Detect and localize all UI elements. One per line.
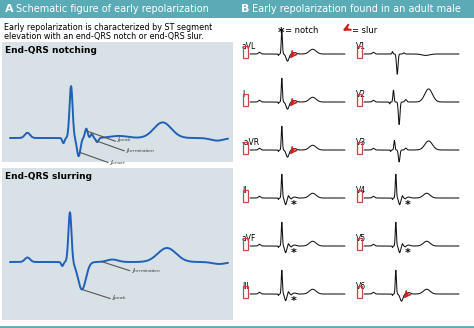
Bar xyxy=(357,238,362,250)
Text: = notch: = notch xyxy=(285,26,319,35)
Bar xyxy=(243,190,248,202)
Text: V5: V5 xyxy=(356,234,366,243)
Text: II: II xyxy=(242,186,246,195)
Text: -aVR: -aVR xyxy=(242,138,260,147)
Bar xyxy=(357,46,362,58)
Text: *: * xyxy=(405,199,411,210)
Text: *: * xyxy=(291,296,297,305)
Bar xyxy=(357,190,362,202)
Bar xyxy=(243,94,248,106)
Text: End-QRS notching: End-QRS notching xyxy=(5,46,97,55)
Text: Early repolarization found in an adult male: Early repolarization found in an adult m… xyxy=(252,4,461,14)
Bar xyxy=(2,42,233,162)
Text: $J_{onset}$: $J_{onset}$ xyxy=(109,158,126,167)
Text: $J_{peak}$: $J_{peak}$ xyxy=(111,293,127,304)
Bar xyxy=(243,46,248,58)
Bar xyxy=(2,168,233,320)
Bar xyxy=(243,286,248,298)
Text: III: III xyxy=(242,282,249,291)
Text: V1: V1 xyxy=(356,42,366,51)
Text: B: B xyxy=(241,4,249,14)
Text: V2: V2 xyxy=(356,90,366,99)
Text: I: I xyxy=(242,90,244,99)
Text: *: * xyxy=(405,248,411,257)
Text: aVL: aVL xyxy=(242,42,256,51)
Text: V3: V3 xyxy=(356,138,366,147)
Text: aVF: aVF xyxy=(242,234,256,243)
Text: Schematic figure of early repolarization: Schematic figure of early repolarization xyxy=(16,4,209,14)
Bar xyxy=(357,286,362,298)
Text: Early repolarization is characterized by ST segment: Early repolarization is characterized by… xyxy=(4,23,212,32)
Bar xyxy=(357,142,362,154)
Text: $J_{termination}$: $J_{termination}$ xyxy=(125,146,155,155)
Text: $J_{termination}$: $J_{termination}$ xyxy=(131,266,161,275)
Bar xyxy=(357,94,362,106)
Text: *: * xyxy=(278,26,284,39)
Text: End-QRS slurring: End-QRS slurring xyxy=(5,172,92,181)
Text: $J_{peak}$: $J_{peak}$ xyxy=(116,136,132,146)
Text: V6: V6 xyxy=(356,282,366,291)
Bar xyxy=(243,238,248,250)
Text: = slur: = slur xyxy=(352,26,377,35)
Text: *: * xyxy=(291,199,297,210)
Text: elevation with an end-QRS notch or end-QRS slur.: elevation with an end-QRS notch or end-Q… xyxy=(4,32,204,41)
Bar xyxy=(243,142,248,154)
Bar xyxy=(236,0,474,18)
Text: V4: V4 xyxy=(356,186,366,195)
Bar xyxy=(0,0,236,18)
Text: *: * xyxy=(291,248,297,257)
Text: A: A xyxy=(5,4,14,14)
